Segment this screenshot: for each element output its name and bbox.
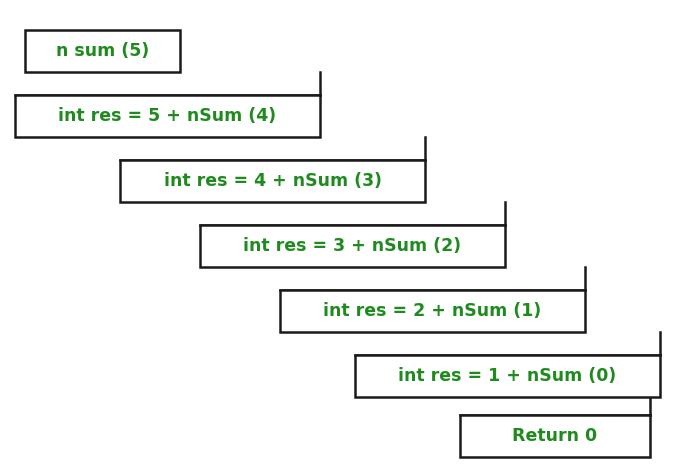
Bar bbox=[460, 415, 650, 457]
Bar bbox=[25, 30, 180, 72]
Bar bbox=[15, 95, 320, 137]
Text: Return 0: Return 0 bbox=[512, 427, 598, 445]
Bar bbox=[120, 160, 425, 202]
Text: int res = 5 + nSum (4): int res = 5 + nSum (4) bbox=[59, 107, 276, 125]
Text: int res = 4 + nSum (3): int res = 4 + nSum (3) bbox=[164, 172, 381, 190]
Bar bbox=[200, 225, 505, 267]
Bar bbox=[280, 290, 585, 332]
Text: n sum (5): n sum (5) bbox=[56, 42, 149, 60]
Text: int res = 1 + nSum (0): int res = 1 + nSum (0) bbox=[398, 367, 617, 385]
Bar bbox=[355, 355, 660, 397]
Text: int res = 3 + nSum (2): int res = 3 + nSum (2) bbox=[243, 237, 462, 255]
Text: int res = 2 + nSum (1): int res = 2 + nSum (1) bbox=[324, 302, 542, 320]
